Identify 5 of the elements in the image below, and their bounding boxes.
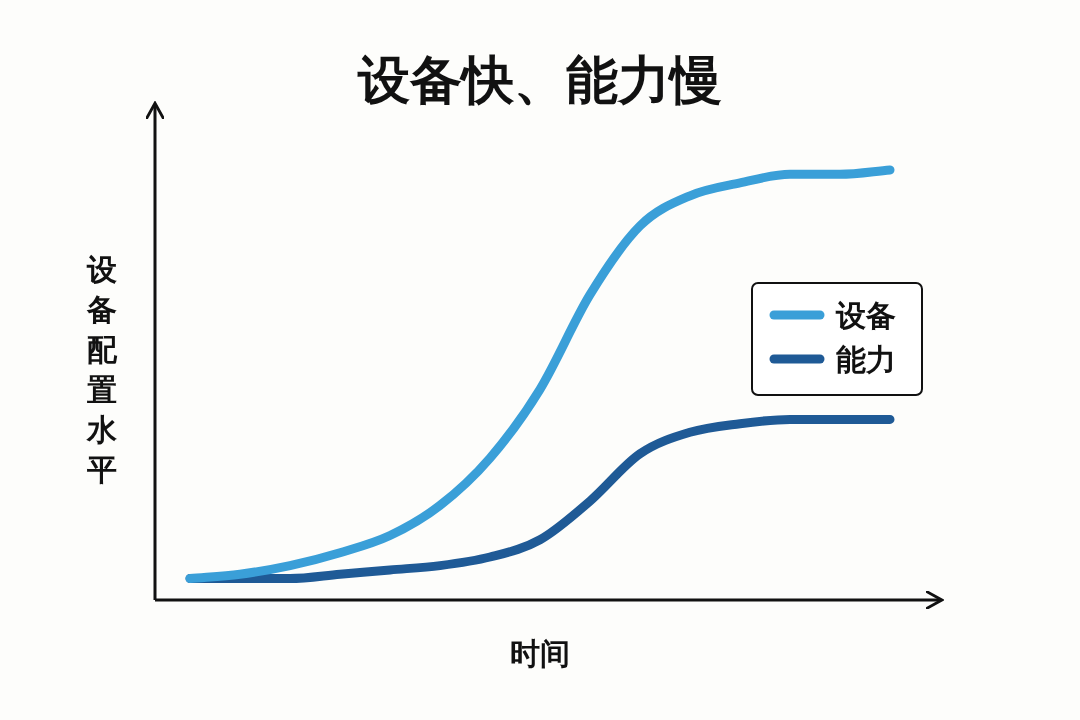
legend-label: 能力 [836,342,896,377]
legend-label: 设备 [835,298,896,333]
chart-title: 设备快、能力慢 [357,50,722,110]
y-axis-title: 设备配置水平 [86,252,118,487]
x-axis-title: 时间 [510,636,570,671]
